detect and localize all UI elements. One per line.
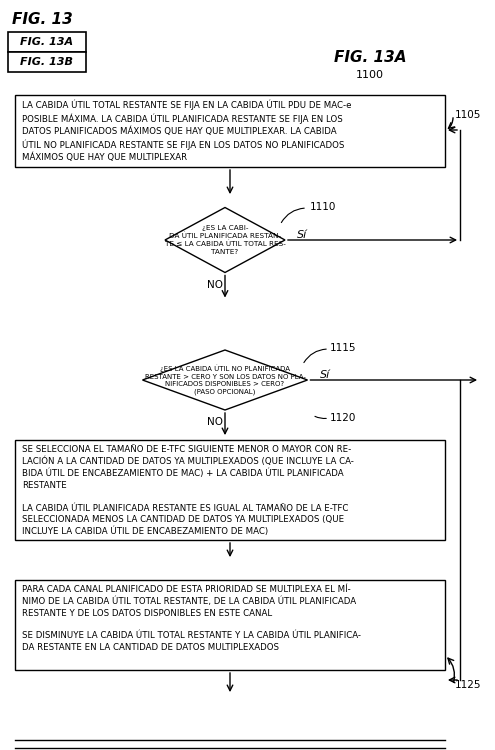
FancyBboxPatch shape [15, 95, 445, 167]
FancyBboxPatch shape [8, 32, 86, 52]
Text: FIG. 13A: FIG. 13A [334, 50, 406, 65]
FancyBboxPatch shape [8, 52, 86, 72]
Text: 1115: 1115 [330, 343, 356, 353]
Text: 1110: 1110 [310, 202, 337, 212]
Text: FIG. 13A: FIG. 13A [20, 37, 74, 47]
Polygon shape [165, 208, 285, 272]
Text: LA CABIDA ÚTIL TOTAL RESTANTE SE FIJA EN LA CABIDA ÚTIL PDU DE MAC-e
POSIBLE MÁX: LA CABIDA ÚTIL TOTAL RESTANTE SE FIJA EN… [22, 100, 351, 162]
Text: Sí: Sí [297, 230, 307, 240]
Text: PARA CADA CANAL PLANIFICADO DE ESTA PRIORIDAD SE MULTIPLEXA EL MÍ-
NIMO DE LA CA: PARA CADA CANAL PLANIFICADO DE ESTA PRIO… [22, 585, 361, 652]
Text: ¿ES LA CABIDA ÚTIL NO PLANIFICADA
RESTANTE > CERO Y SON LOS DATOS NO PLA-
NIFICA: ¿ES LA CABIDA ÚTIL NO PLANIFICADA RESTAN… [145, 364, 305, 395]
Text: SE SELECCIONA EL TAMAÑO DE E-TFC SIGUIENTE MENOR O MAYOR CON RE-
LACIÓN A LA CAN: SE SELECCIONA EL TAMAÑO DE E-TFC SIGUIEN… [22, 445, 354, 536]
Polygon shape [143, 350, 307, 410]
FancyBboxPatch shape [15, 440, 445, 540]
Text: FIG. 13B: FIG. 13B [20, 57, 73, 67]
Text: FIG. 13: FIG. 13 [12, 12, 73, 27]
FancyBboxPatch shape [15, 580, 445, 670]
Text: 1125: 1125 [455, 680, 482, 690]
Text: 1120: 1120 [330, 413, 356, 423]
Text: NO: NO [207, 280, 223, 290]
Text: 1100: 1100 [356, 70, 384, 80]
Text: ¿ES LA CABI-
DA ÚTIL PLANIFICADA RESTAN-
TE ≤ LA CABIDA ÚTIL TOTAL RES-
TANTE?: ¿ES LA CABI- DA ÚTIL PLANIFICADA RESTAN-… [164, 225, 286, 255]
Text: Sí: Sí [319, 370, 330, 380]
Text: 1105: 1105 [455, 110, 481, 120]
Text: NO: NO [207, 417, 223, 427]
